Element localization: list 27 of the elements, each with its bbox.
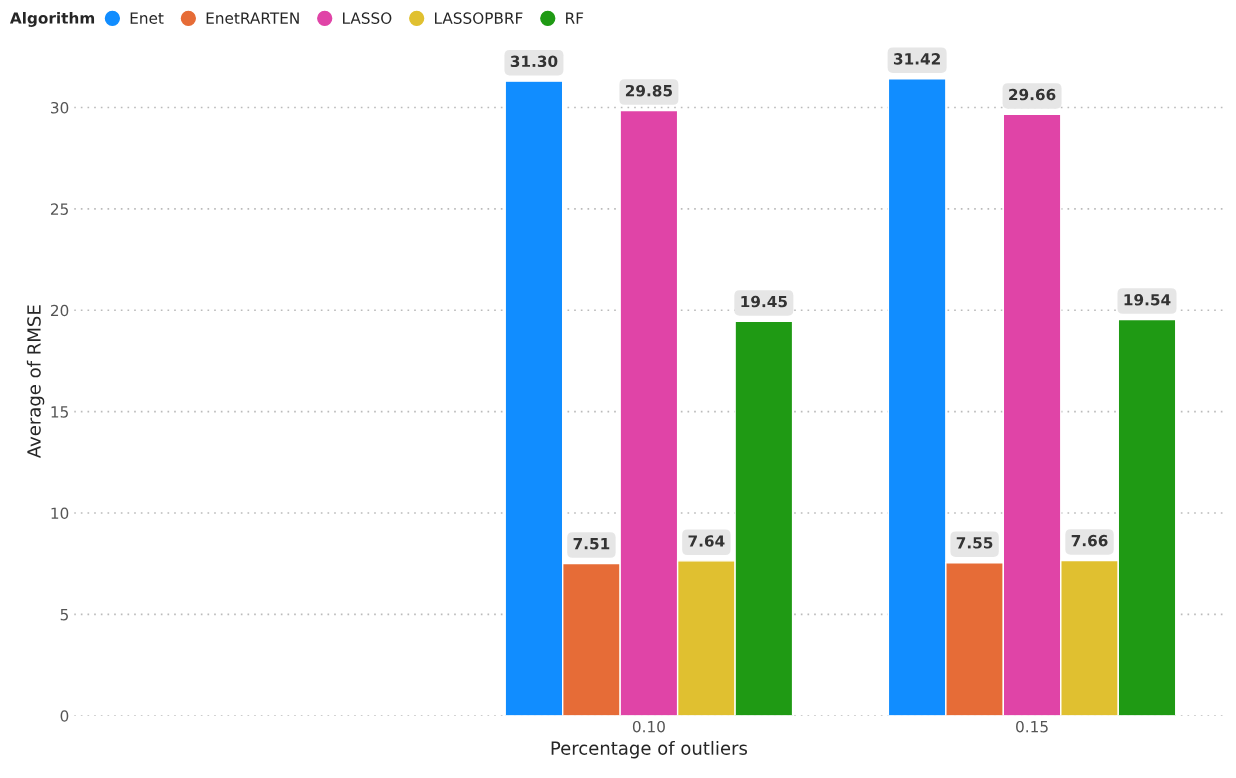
data-label: 19.45 <box>741 295 787 308</box>
legend-label: Enet <box>130 12 164 24</box>
data-label: 31.30 <box>510 55 558 68</box>
legend-label: LASSO <box>343 12 392 24</box>
y-tick-label: 5 <box>60 609 68 621</box>
y-tick-label: 25 <box>50 203 68 215</box>
y-tick-label: 10 <box>51 507 69 520</box>
legend-title: Algorithm <box>9 12 95 27</box>
data-label: 7.64 <box>688 535 725 547</box>
data-label: 19.54 <box>1124 293 1171 306</box>
y-tick-label: 0 <box>60 710 69 722</box>
x-axis-title: Percentage of outliers <box>551 740 748 759</box>
data-label: 31.42 <box>893 53 940 65</box>
y-tick-label: 30 <box>51 101 69 114</box>
data-label: 29.85 <box>625 84 672 97</box>
legend-label: EnetRARTEN <box>206 12 299 24</box>
data-label: 7.51 <box>573 538 610 550</box>
data-label: 7.66 <box>1071 534 1108 547</box>
y-axis-title: Average of RMSE <box>26 305 45 459</box>
y-tick-label: 20 <box>50 304 69 317</box>
data-label: 29.66 <box>1009 88 1056 101</box>
legend-label: RF <box>566 12 584 24</box>
legend-label: LASSOPBRF <box>435 12 523 24</box>
x-tick-label: 0.15 <box>1016 720 1048 733</box>
data-label: 7.55 <box>956 537 993 549</box>
y-tick-label: 15 <box>51 406 68 418</box>
x-tick-label: 0.10 <box>632 720 665 733</box>
